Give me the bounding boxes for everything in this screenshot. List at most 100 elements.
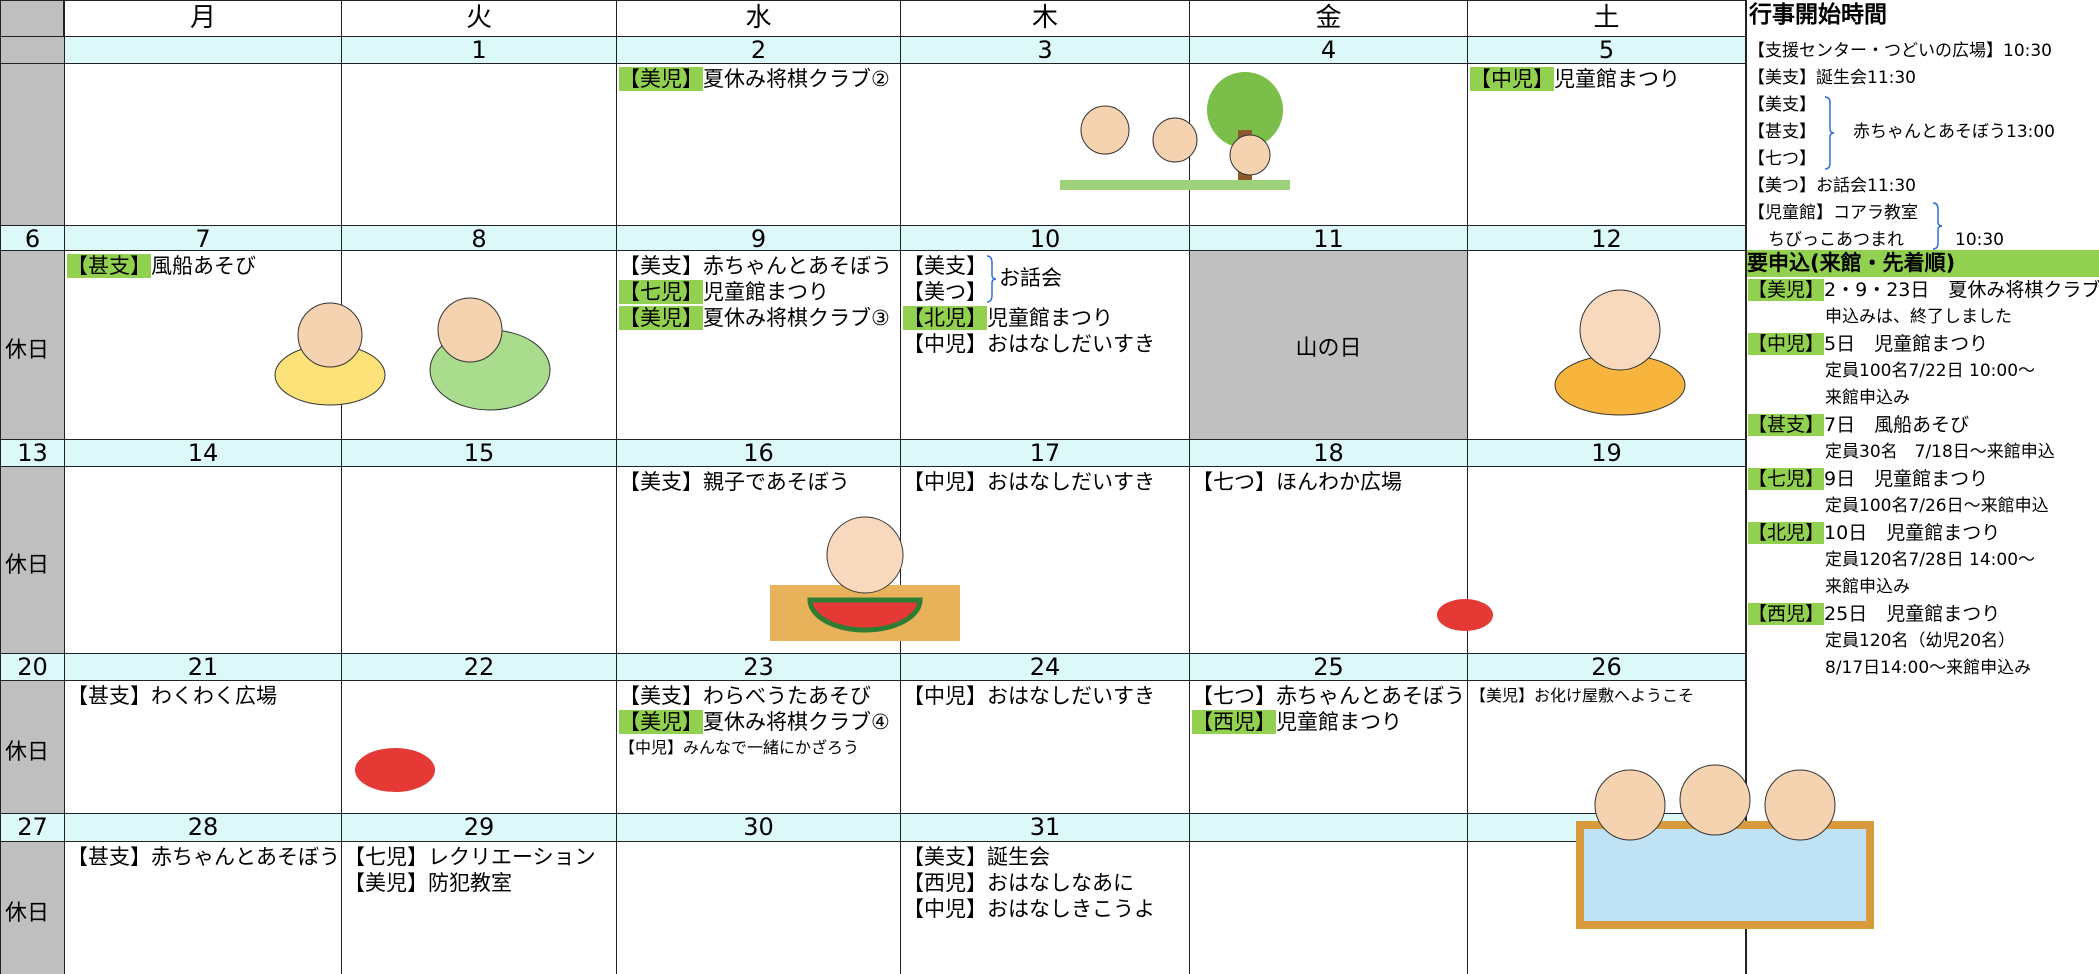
apply-note: 8/17日14:00～来館申込み xyxy=(1825,658,2032,678)
date-cell: 25 xyxy=(1189,653,1468,681)
times-line: ちびっこあつまれ xyxy=(1768,230,1904,250)
apply-title-text: 5日 児童館まつり xyxy=(1824,333,1989,355)
event-text: おはなしだいすき xyxy=(987,684,1155,708)
apply-title-text: 10日 児童館まつり xyxy=(1824,522,2001,544)
sunday-cell: 休日 xyxy=(0,250,65,440)
event-text: 児童館まつり xyxy=(1276,710,1402,734)
sunday-cell: 休日 xyxy=(0,680,65,814)
event-tag: 【美支】 xyxy=(619,470,703,494)
event: 【美児】夏休み将棋クラブ④ xyxy=(619,709,890,735)
event-tag: 【七つ】 xyxy=(1192,470,1276,494)
event-text: 防犯教室 xyxy=(428,871,512,895)
apply-item: 【美児】2・9・23日 夏休み将棋クラブ xyxy=(1748,277,2099,304)
event-tag: 【美児】 xyxy=(1470,686,1535,705)
holiday-label: 休日 xyxy=(5,552,50,578)
event-text: ほんわか広場 xyxy=(1276,470,1402,494)
event-text: 児童館まつり xyxy=(1554,67,1680,91)
event-text: 夏休み将棋クラブ④ xyxy=(703,710,890,734)
date-cell: 16 xyxy=(616,439,901,467)
event-text: 赤ちゃんとあそぼう xyxy=(151,845,340,869)
times-tag: 【美支】 xyxy=(1748,95,1816,115)
day-cell xyxy=(341,63,617,226)
date-cell: 9 xyxy=(616,225,901,252)
day-cell xyxy=(1467,466,1746,654)
day-cell: 【美支】誕生会 【西児】おはなしなあに 【中児】おはなしきこうよ xyxy=(900,841,1190,974)
event-tag: 【中児】 xyxy=(619,738,684,757)
date-cell: 18 xyxy=(1189,439,1468,467)
apply-note: 定員30名 7/18日～来館申込 xyxy=(1825,442,2055,462)
event-text: 夏休み将棋クラブ③ xyxy=(703,306,890,330)
apply-note: 来館申込み xyxy=(1825,577,1910,597)
day-cell: 【七児】レクリエーション 【美児】防犯教室 xyxy=(341,841,617,974)
date-cell: 11 xyxy=(1189,225,1468,252)
apply-note: 定員120名（幼児20名） xyxy=(1825,631,2016,651)
event: 【中児】みんなで一緒にかざろう xyxy=(619,735,859,761)
date-cell: 2 xyxy=(616,36,901,64)
event: 【中児】児童館まつり xyxy=(1470,66,1680,92)
sunday-cell: 休日 xyxy=(0,466,65,654)
event-text: おはなしだいすき xyxy=(987,332,1155,356)
day-cell: 【美支】親子であそぼう xyxy=(616,466,901,654)
day-cell: 【中児】おはなしだいすき xyxy=(900,466,1190,654)
day-cell: 【美支】わらべうたあそび 【美児】夏休み将棋クラブ④ 【中児】みんなで一緒にかざろう xyxy=(616,680,901,814)
apply-tag: 【美児】 xyxy=(1748,279,1825,301)
day-cell xyxy=(1467,841,1746,974)
apply-title-text: 25日 児童館まつり xyxy=(1824,603,2001,625)
apply-tag: 【甚支】 xyxy=(1748,414,1825,436)
day-cell xyxy=(341,680,617,814)
event-text: 赤ちゃんとあそぼう xyxy=(1276,684,1465,708)
date-cell xyxy=(1189,813,1468,842)
event-tag: 【美支】 xyxy=(619,684,703,708)
event-tag: 【美児】 xyxy=(344,871,428,895)
apply-title-text: 9日 児童館まつり xyxy=(1824,468,1989,490)
date-cell: 5 xyxy=(1467,36,1746,64)
date-cell xyxy=(1467,813,1746,842)
event: 【七児】児童館まつり xyxy=(619,279,829,305)
times-text: 赤ちゃんとあそぼう13:00 xyxy=(1853,122,2055,142)
apply-title-text: 7日 風船あそび xyxy=(1824,414,1970,436)
day-header: 月 xyxy=(64,0,342,37)
sunday-cell: 休日 xyxy=(0,841,65,974)
event-tag: 【美支】 xyxy=(903,254,987,278)
event-tag: 【甚支】 xyxy=(67,254,151,278)
date-cell: 3 xyxy=(900,36,1190,64)
apply-note: 定員100名7/26日～来館申込 xyxy=(1825,496,2049,516)
date-cell: 10 xyxy=(900,225,1190,252)
event-tag: 【七児】 xyxy=(619,280,703,304)
times-title: 行事開始時間 xyxy=(1749,2,1887,28)
event-tag: 【美支】 xyxy=(619,254,703,278)
holiday-label: 休日 xyxy=(5,900,50,926)
event-text: 夏休み将棋クラブ② xyxy=(703,67,890,91)
date-cell: 31 xyxy=(900,813,1190,842)
header-cell xyxy=(0,0,64,37)
date-cell: 17 xyxy=(900,439,1190,467)
event: 【甚支】赤ちゃんとあそぼう xyxy=(67,844,340,870)
event-text: わらべうたあそび xyxy=(703,684,871,708)
apply-note: 定員100名7/22日 10:00～ xyxy=(1825,361,2036,381)
date-cell: 24 xyxy=(900,653,1190,681)
event: 【中児】おはなしだいすき xyxy=(903,683,1155,709)
day-cell xyxy=(341,466,617,654)
day-cell: 【甚支】わくわく広場 xyxy=(64,680,342,814)
holiday-label: 休日 xyxy=(5,739,50,765)
event: 【美支】親子であそぼう xyxy=(619,469,850,495)
day-header: 水 xyxy=(616,0,901,37)
event-text: 風船あそび xyxy=(151,254,256,278)
day-cell: 【中児】おはなしだいすき xyxy=(900,680,1190,814)
date-cell: 21 xyxy=(64,653,342,681)
sunday-date xyxy=(0,36,65,64)
date-cell: 29 xyxy=(341,813,617,842)
day-header: 木 xyxy=(900,0,1190,37)
event: 【西児】児童館まつり xyxy=(1192,709,1402,735)
date-cell: 4 xyxy=(1189,36,1468,64)
times-line: 【支援センター・つどいの広場】10:30 xyxy=(1748,41,2052,61)
bracket xyxy=(1932,202,1943,250)
event-text: みんなで一緒にかざろう xyxy=(683,738,860,757)
sunday-date: 27 xyxy=(0,813,65,842)
times-line: 【児童館】コアラ教室 xyxy=(1748,203,1918,223)
times-time: 10:30 xyxy=(1955,230,2004,250)
event: 【北児】児童館まつり xyxy=(903,305,1113,331)
event-text: お化け屋敷へようこそ xyxy=(1534,686,1695,705)
date-cell: 26 xyxy=(1467,653,1746,681)
event-tag: 【美支】 xyxy=(903,845,987,869)
